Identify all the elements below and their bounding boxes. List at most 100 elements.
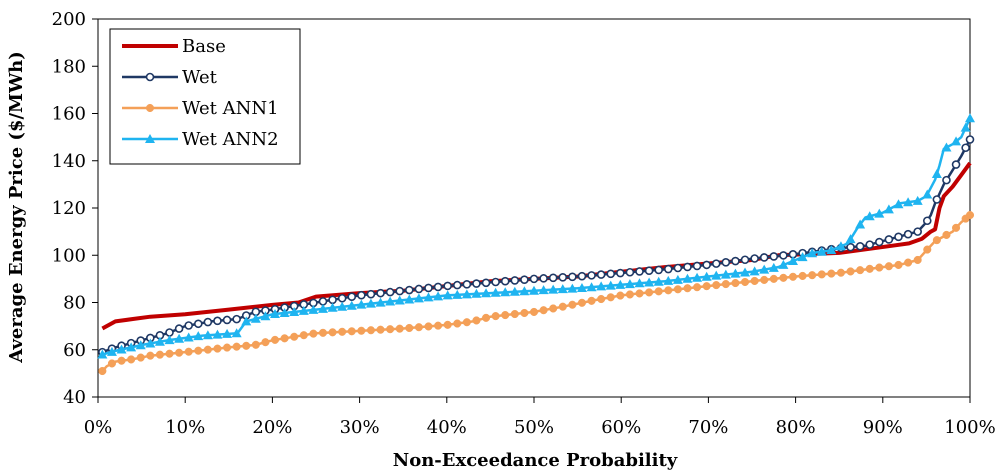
data-point <box>942 175 951 185</box>
data-point <box>539 274 548 283</box>
data-point <box>481 278 491 288</box>
y-tick-label: 60 <box>63 340 86 361</box>
data-point <box>395 286 405 296</box>
legend-marker <box>145 72 155 82</box>
data-point <box>653 276 664 286</box>
data-point <box>309 329 318 338</box>
data-point <box>328 295 337 305</box>
data-point <box>434 321 443 330</box>
x-tick-label: 90% <box>863 417 903 438</box>
x-tick-label: 10% <box>165 417 205 438</box>
data-point <box>222 328 233 338</box>
data-point <box>289 306 300 316</box>
data-point <box>164 335 175 345</box>
data-point <box>250 313 261 323</box>
data-point <box>509 286 520 296</box>
legend-label: Wet ANN2 <box>182 129 279 150</box>
data-point <box>481 288 492 298</box>
data-point <box>769 252 779 261</box>
data-point <box>759 253 769 262</box>
data-point <box>376 288 385 298</box>
data-point <box>606 293 615 302</box>
data-point <box>779 251 788 260</box>
data-point <box>98 366 107 376</box>
series-wet-ann2 <box>97 113 975 359</box>
data-point <box>356 299 367 309</box>
data-point <box>693 283 702 292</box>
data-point <box>136 353 145 362</box>
data-point <box>749 266 760 276</box>
axes: 40 60 80 100 120 140 160 180 200 0% 10% 20% 30% 40% 50… <box>52 9 996 438</box>
data-point <box>596 270 606 279</box>
data-point <box>567 283 578 293</box>
data-point <box>960 122 971 132</box>
data-point <box>634 278 645 288</box>
data-point <box>827 269 836 278</box>
data-point <box>452 289 463 299</box>
data-point <box>965 113 975 123</box>
data-point <box>510 276 520 285</box>
data-point <box>414 284 424 294</box>
data-point <box>654 287 663 296</box>
data-point <box>884 262 893 271</box>
data-point <box>347 327 356 336</box>
y-tick-label: 40 <box>63 387 86 408</box>
data-point <box>931 168 942 178</box>
data-point <box>884 235 894 244</box>
y-tick-label: 80 <box>63 293 86 314</box>
data-point <box>865 264 874 273</box>
data-point <box>97 349 108 359</box>
legend-label: Wet ANN1 <box>182 98 279 119</box>
data-point <box>213 316 222 326</box>
data-point <box>664 286 673 295</box>
data-point <box>961 143 970 153</box>
data-point <box>385 287 395 297</box>
series-group <box>97 113 975 376</box>
data-point <box>385 296 396 306</box>
y-tick-label: 100 <box>52 245 86 266</box>
data-point <box>788 272 798 281</box>
data-point <box>965 135 975 144</box>
data-point <box>184 321 193 330</box>
data-point <box>635 267 644 276</box>
data-point <box>797 252 808 262</box>
data-point <box>175 348 184 357</box>
data-point <box>260 311 271 321</box>
data-point <box>587 271 596 280</box>
data-point <box>510 309 519 319</box>
data-point <box>864 211 875 221</box>
data-point <box>433 282 443 292</box>
data-point <box>376 325 385 334</box>
data-point <box>500 287 511 297</box>
data-point <box>951 160 961 169</box>
data-point <box>577 271 587 281</box>
data-point <box>347 292 357 301</box>
data-point <box>500 276 510 286</box>
data-point <box>375 297 386 307</box>
x-tick-label: 30% <box>340 417 380 438</box>
y-tick-label: 140 <box>52 151 86 172</box>
y-tick-label: 200 <box>52 9 86 30</box>
data-point <box>270 335 280 344</box>
data-point <box>625 290 634 299</box>
data-point <box>146 351 155 360</box>
data-point <box>596 281 607 291</box>
data-point <box>127 355 136 364</box>
data-point <box>548 273 558 283</box>
data-point <box>462 280 472 289</box>
data-point <box>586 282 597 292</box>
data-point <box>568 300 577 309</box>
data-point <box>327 302 338 312</box>
data-point <box>279 307 290 317</box>
data-point <box>317 303 328 313</box>
data-point <box>912 195 923 205</box>
data-point <box>778 259 789 269</box>
data-point <box>194 346 203 355</box>
data-point <box>835 241 846 251</box>
data-point <box>893 199 904 209</box>
data-point <box>529 285 539 295</box>
data-point <box>549 304 558 313</box>
series-wet-ann1 <box>98 211 975 376</box>
x-axis-title: Non-Exceedance Probability <box>393 450 678 471</box>
data-point <box>462 318 471 327</box>
